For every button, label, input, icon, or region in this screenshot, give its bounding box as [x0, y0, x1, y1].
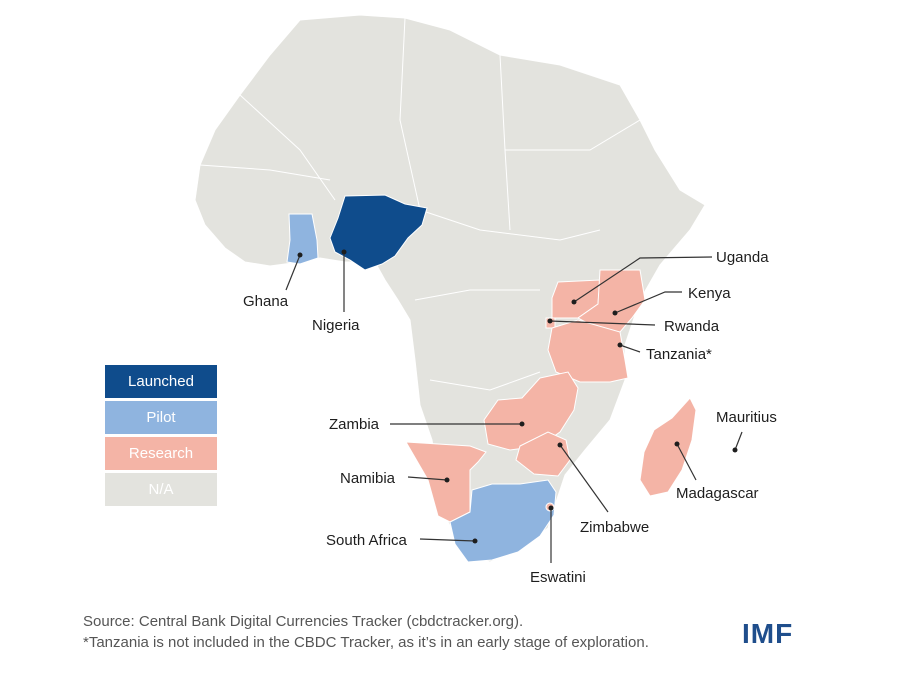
label-nigeria: Nigeria: [312, 317, 360, 334]
nigeria-shape: [329, 194, 428, 271]
label-uganda: Uganda: [716, 249, 769, 266]
label-zambia: Zambia: [329, 416, 380, 433]
leader-lines: [285, 252, 743, 563]
source-note: Source: Central Bank Digital Currencies …: [83, 613, 524, 630]
legend-na: N/A: [105, 473, 217, 506]
zimbabwe-shape: [515, 431, 571, 477]
label-mauritius: Mauritius: [716, 409, 777, 426]
label-ghana: Ghana: [243, 293, 289, 310]
country-borders: [199, 17, 641, 391]
madagascar-shape: [639, 397, 697, 497]
tanzania-shape: [547, 319, 629, 383]
label-madagascar: Madagascar: [676, 485, 759, 502]
label-rwanda: Rwanda: [664, 318, 720, 335]
label-zimbabwe: Zimbabwe: [580, 519, 649, 536]
legend-research: Research: [105, 437, 217, 470]
legend-pilot: Pilot: [105, 401, 217, 434]
label-eswatini: Eswatini: [530, 569, 586, 586]
label-south-africa: South Africa: [326, 532, 408, 549]
label-namibia: Namibia: [340, 470, 396, 487]
label-kenya: Kenya: [688, 285, 731, 302]
location-dots: [297, 249, 738, 544]
tanzania-note: *Tanzania is not included in the CBDC Tr…: [83, 634, 649, 651]
ghana-shape: [286, 213, 319, 265]
footer: Source: Central Bank Digital Currencies …: [83, 611, 649, 653]
legend-launched: Launched: [105, 365, 217, 398]
label-tanzania: Tanzania*: [646, 346, 712, 363]
legend: Launched Pilot Research N/A: [105, 365, 217, 509]
imf-logo: IMF: [742, 618, 794, 649]
